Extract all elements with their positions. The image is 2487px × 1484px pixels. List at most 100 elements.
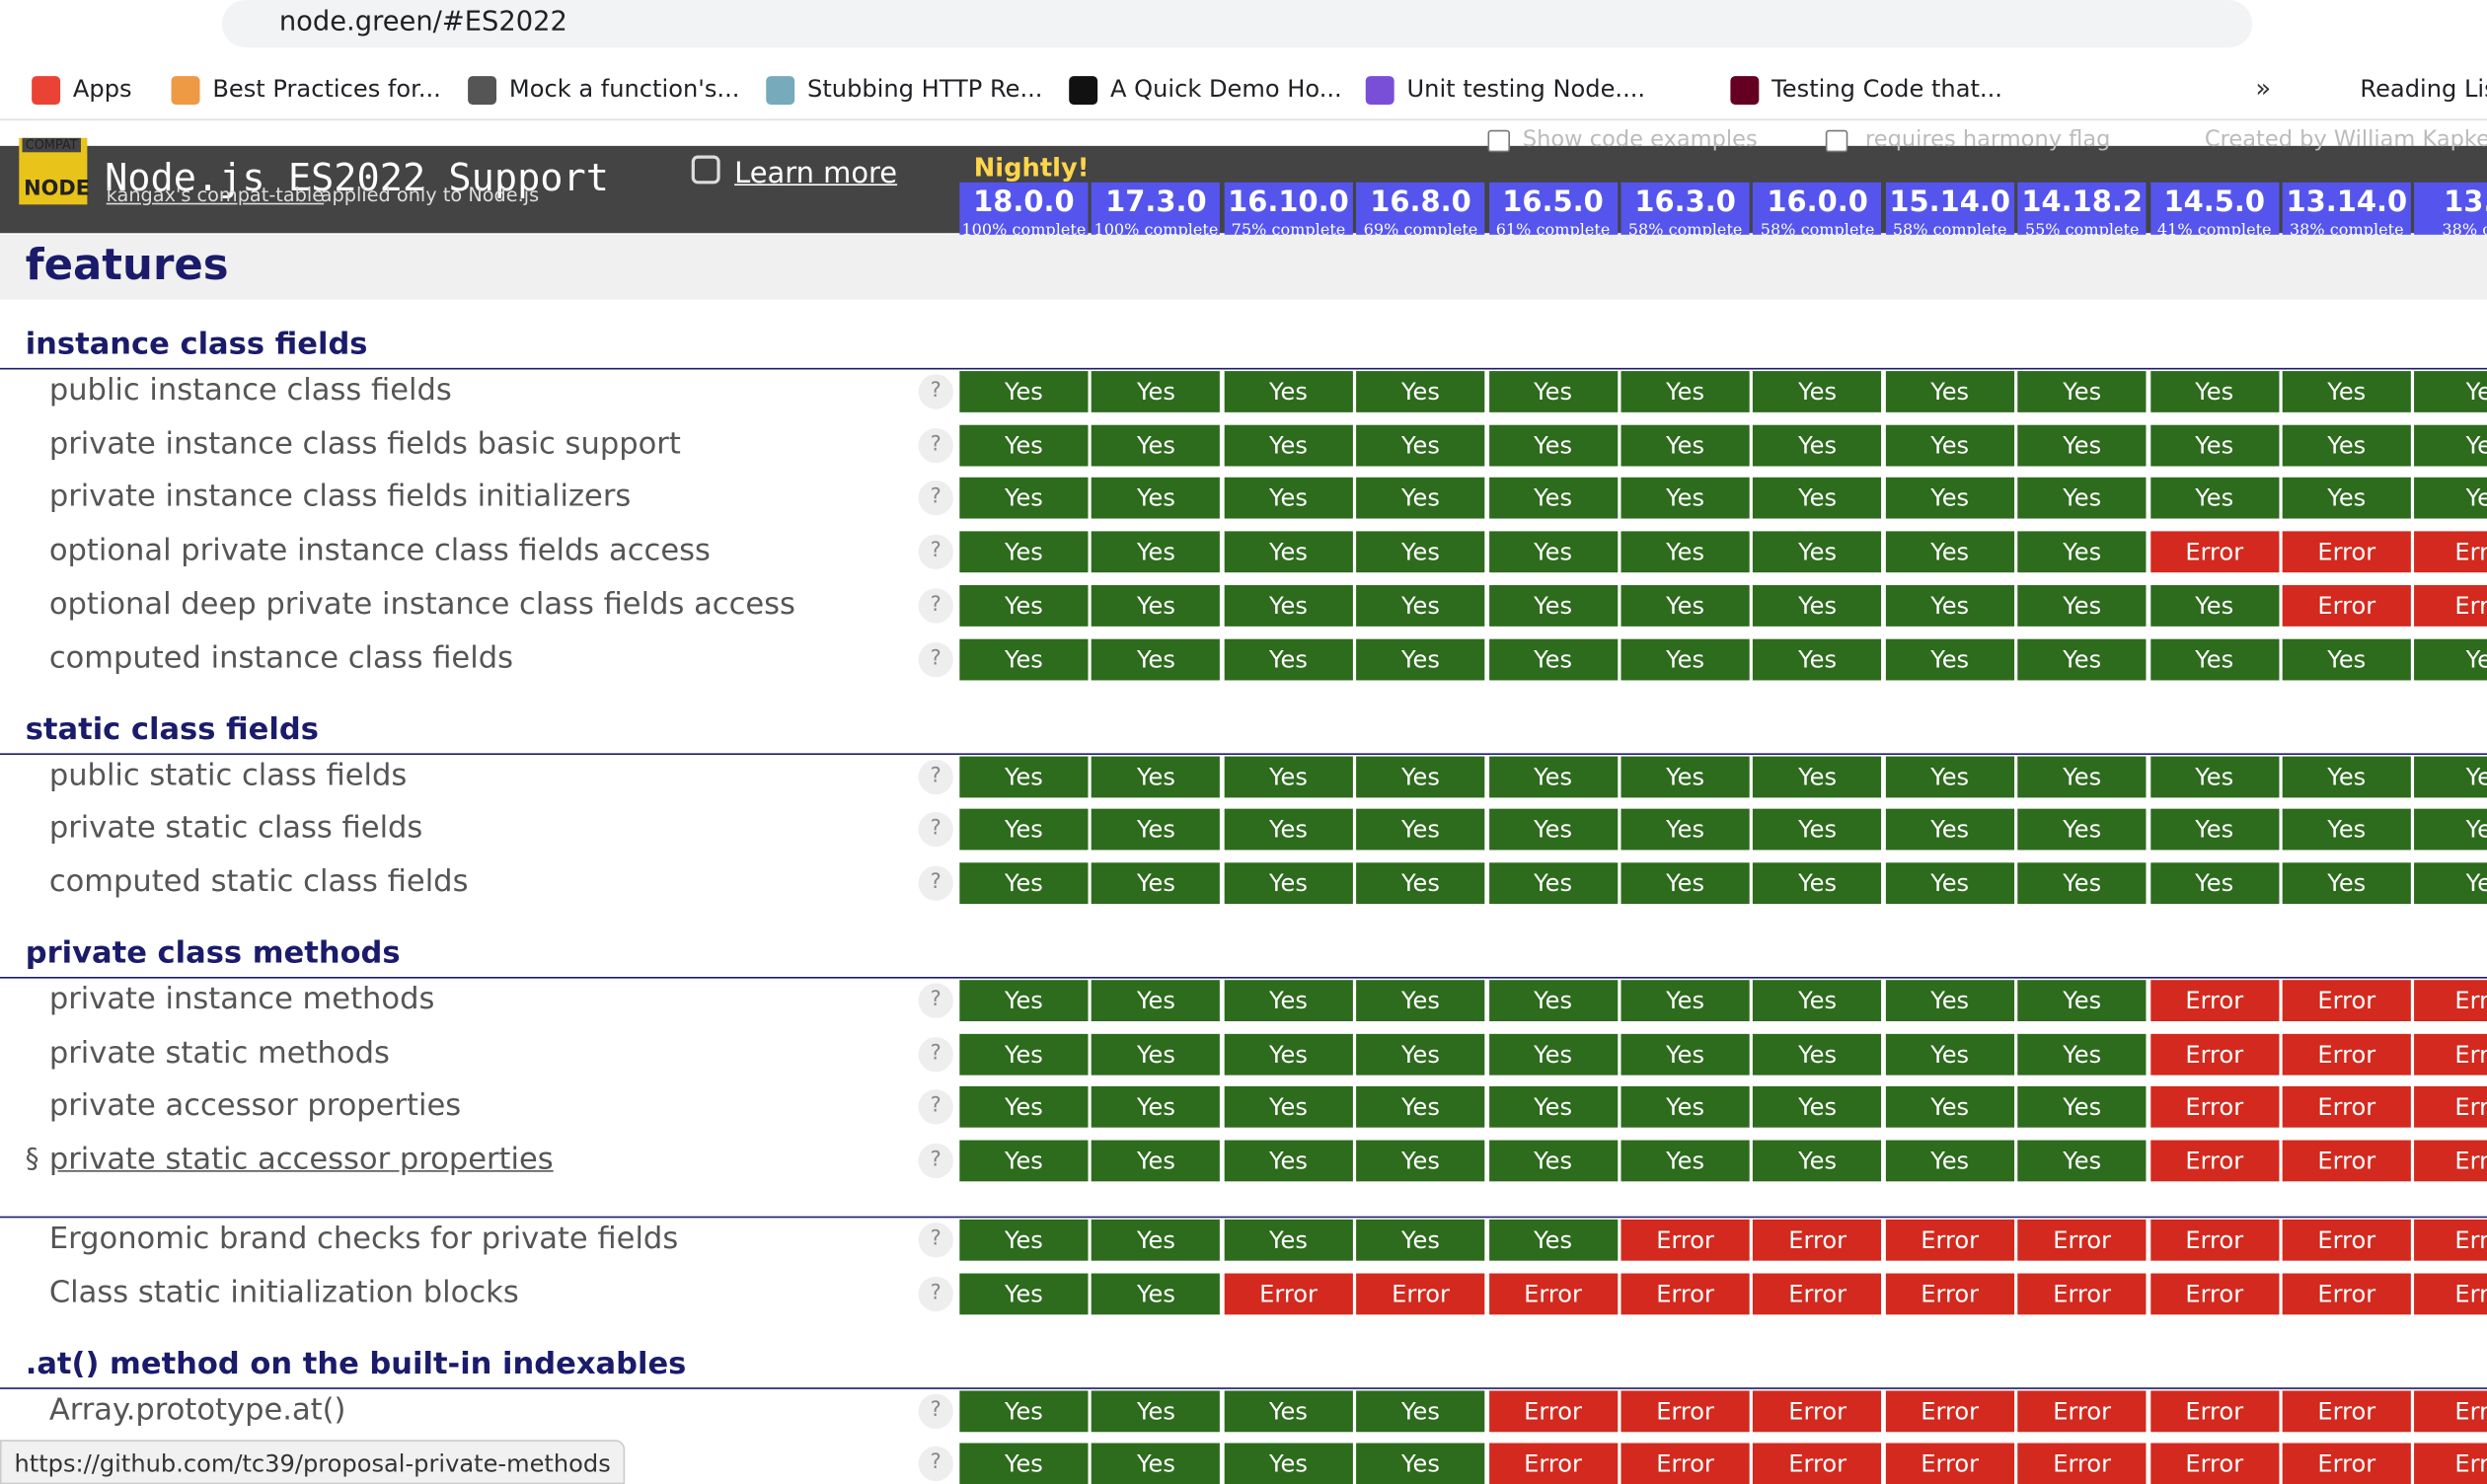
result: Yes [1488, 980, 1618, 1021]
help[interactable]: ? [918, 1447, 953, 1482]
result: Yes [2282, 478, 2411, 520]
subtitle-link[interactable]: kangax's compat-table [106, 184, 325, 206]
help[interactable]: ? [918, 759, 953, 794]
result: Yes [1224, 755, 1353, 797]
help[interactable]: ? [918, 481, 953, 516]
result: Yes [1488, 531, 1618, 573]
result: Erro [2414, 1033, 2487, 1075]
result: Yes [2149, 371, 2279, 412]
version: 16.5.0 [1502, 186, 1604, 219]
result: Error [1753, 1219, 1882, 1261]
result: Yes [2282, 755, 2411, 797]
result: Yes [2017, 980, 2147, 1021]
result: Yes [1488, 424, 1618, 466]
option[interactable]: Show code examples [1522, 126, 1758, 153]
feature-name[interactable]: private instance class fields basic supp… [48, 425, 681, 462]
help[interactable]: ? [918, 983, 953, 1018]
result: Yes [2017, 637, 2147, 680]
bookmark[interactable]: Best Practices for... [212, 74, 441, 104]
address-bar[interactable] [222, 0, 2253, 48]
help[interactable]: ? [918, 865, 953, 901]
result: Error [1620, 1444, 1750, 1484]
feature-name[interactable]: optional private instance class fields a… [48, 533, 711, 568]
result: Yes [2017, 1086, 2147, 1129]
feature-name[interactable]: private accessor properties [48, 1087, 462, 1124]
bookmark[interactable]: Mock a function's... [508, 74, 740, 104]
feature-name[interactable]: private static class fields [48, 810, 423, 846]
result: Yes [1488, 1086, 1618, 1129]
bookmarks-more[interactable]: » [2255, 72, 2272, 104]
result: Error [1620, 1389, 1750, 1432]
result: Erro [2414, 584, 2487, 627]
result: Yes [2149, 755, 2279, 797]
help[interactable]: ? [918, 641, 953, 677]
result: Yes [959, 1273, 1089, 1314]
feature-name[interactable]: private instance class fields initialize… [48, 479, 632, 515]
result: Yes [1356, 1086, 1485, 1129]
result: Yes [959, 1086, 1089, 1129]
feature-name[interactable]: private static methods [48, 1034, 390, 1071]
feature-name[interactable]: public static class fields [48, 757, 408, 792]
result: Yes [1092, 808, 1221, 851]
bookmark[interactable]: Testing Code that... [1771, 74, 2002, 104]
result: Yes [1092, 637, 1221, 680]
result: Error [1620, 1273, 1750, 1314]
feature-name[interactable]: private instance methods [48, 981, 435, 1017]
result: Yes [1620, 424, 1750, 466]
bookmark[interactable]: Stubbing HTTP Re... [807, 74, 1043, 104]
feature-name[interactable]: private static accessor properties [48, 1142, 554, 1177]
result: Error [1488, 1389, 1618, 1432]
url[interactable]: node.green/#ES2022 [278, 6, 567, 38]
reading-list[interactable]: Reading Lis [2360, 74, 2487, 104]
bookmark-icon [1365, 76, 1394, 106]
result: Yes [1753, 980, 1882, 1021]
bookmark[interactable]: Unit testing Node.... [1406, 74, 1646, 104]
result: Ye [2414, 808, 2487, 851]
feature-name[interactable]: Class static initialization blocks [48, 1274, 519, 1309]
group-title: static class fields [25, 710, 319, 747]
help[interactable]: ? [918, 1393, 953, 1429]
result: Yes [1488, 862, 1618, 904]
result: Yes [1092, 371, 1221, 412]
result: Yes [2149, 637, 2279, 680]
help[interactable]: ? [918, 534, 953, 570]
bookmark-icon [171, 76, 200, 106]
feature-name[interactable]: Array.prototype.at() [48, 1391, 346, 1427]
feature-name[interactable]: Ergonomic brand checks for private field… [48, 1221, 679, 1256]
checkbox[interactable] [1825, 129, 1848, 153]
bookmark[interactable]: Apps [72, 74, 132, 104]
feature-name[interactable]: computed static class fields [48, 863, 469, 900]
result: Error [1356, 1273, 1485, 1314]
help[interactable]: ? [918, 1276, 953, 1311]
option[interactable]: requires harmony flag [1865, 126, 2111, 153]
help[interactable]: ? [918, 1089, 953, 1125]
result: Yes [1224, 531, 1353, 573]
result: Erro [2414, 1444, 2487, 1484]
checkbox[interactable] [1487, 129, 1511, 153]
bookmark[interactable]: A Quick Demo Ho... [1110, 74, 1342, 104]
result: Error [2149, 1389, 2279, 1432]
result: Yes [1092, 1140, 1221, 1182]
help[interactable]: ? [918, 812, 953, 848]
result: Yes [1488, 755, 1618, 797]
result: Yes [1620, 584, 1750, 627]
learn-more[interactable]: Learn more [734, 157, 898, 190]
feature-name[interactable]: public instance class fields [48, 372, 452, 408]
result: Ye [2414, 371, 2487, 412]
help[interactable]: ? [918, 427, 953, 463]
feature-name[interactable]: computed instance class fields [48, 639, 514, 675]
result: Yes [1356, 808, 1485, 851]
help[interactable]: ? [918, 587, 953, 624]
result: Error [1224, 1273, 1353, 1314]
anchor[interactable]: § [25, 1143, 39, 1175]
help[interactable]: ? [918, 1143, 953, 1179]
feature-name[interactable]: optional deep private instance class fie… [48, 586, 795, 622]
help[interactable]: ? [918, 1223, 953, 1258]
help[interactable]: ? [918, 1036, 953, 1072]
version: 14.18.2 [2021, 186, 2143, 219]
bookmark-icon [1730, 76, 1760, 106]
result: Yes [1753, 478, 1882, 520]
help[interactable]: ? [918, 374, 953, 409]
result: Yes [959, 424, 1089, 466]
